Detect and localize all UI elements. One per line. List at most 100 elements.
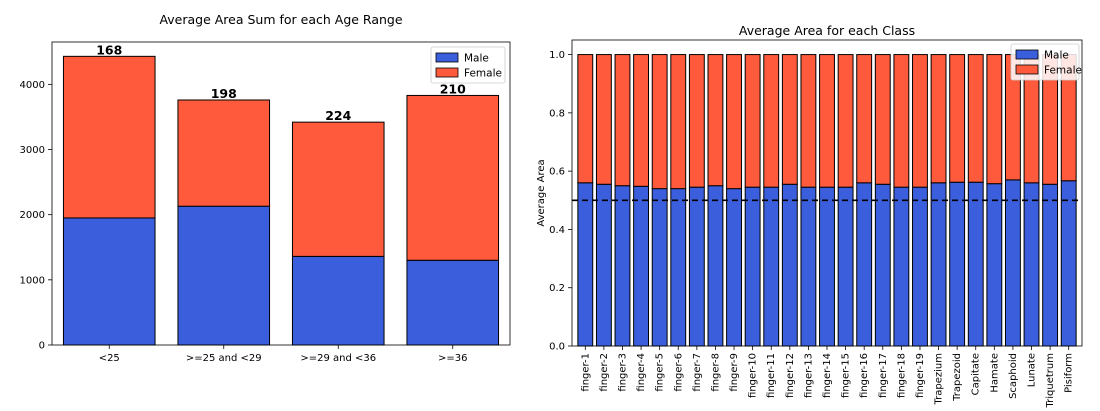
bar-male-3 <box>633 185 650 347</box>
bar-female-2 <box>614 54 631 187</box>
bar-male-13 <box>819 186 835 347</box>
bar-male-4 <box>651 188 668 347</box>
bar-male-15 <box>856 182 873 347</box>
chart-title: Average Area for each Class <box>739 23 915 38</box>
x-tick-label: finger-3 <box>617 353 628 392</box>
class-area-chart: Average Area for each Class Average Area… <box>536 23 1083 408</box>
legend-label: Female <box>464 68 502 80</box>
y-tick-label: 0.2 <box>549 283 565 294</box>
bar-male-6 <box>688 186 705 347</box>
bar-male-26 <box>1060 180 1077 347</box>
bar-female-22 <box>986 54 1003 185</box>
bar-male-25 <box>1042 183 1059 347</box>
x-tick-label: finger-5 <box>655 353 666 392</box>
bar-female-0 <box>62 55 156 219</box>
x-tick-label: finger-14 <box>822 353 833 398</box>
x-tick-label: finger-15 <box>841 353 852 398</box>
legend-swatch-female <box>1015 64 1039 75</box>
x-tick-label: finger-16 <box>859 353 870 398</box>
bar-male-17 <box>893 186 910 347</box>
bar-male-16 <box>874 183 891 347</box>
data-label: 198 <box>211 86 237 101</box>
bar-male-2 <box>291 255 385 346</box>
bar-female-15 <box>856 54 873 184</box>
x-tick-label: Hamate <box>989 353 1000 393</box>
bar-female-21 <box>967 54 984 183</box>
bar-male-8 <box>726 188 742 347</box>
bar-female-8 <box>726 54 742 190</box>
x-tick-label: Triquetrum <box>1045 353 1056 408</box>
legend-label: Male <box>464 53 489 65</box>
bar-male-21 <box>967 181 984 347</box>
y-tick-label: 0.8 <box>549 108 565 119</box>
x-tick-label: finger-13 <box>803 353 814 398</box>
x-tick-label: >=36 <box>438 353 467 364</box>
x-tick-label: finger-12 <box>785 353 796 398</box>
x-tick-label: >=29 and <36 <box>300 353 376 364</box>
x-tick-label: Scaphoid <box>1008 353 1019 399</box>
bar-male-0 <box>577 182 594 347</box>
bar-female-12 <box>800 54 817 188</box>
x-tick-label: finger-2 <box>599 353 610 392</box>
bar-male-20 <box>949 181 966 347</box>
bar-female-17 <box>893 54 910 188</box>
bar-male-9 <box>744 186 761 347</box>
bar-female-6 <box>688 54 705 188</box>
bar-male-18 <box>912 186 928 347</box>
bar-male-3 <box>406 259 500 346</box>
y-tick-label: 4000 <box>20 80 45 91</box>
y-tick-label: 0 <box>39 341 45 352</box>
bar-female-11 <box>781 54 798 185</box>
bar-male-1 <box>595 183 612 347</box>
legend-label: Male <box>1044 50 1069 62</box>
bar-female-13 <box>819 54 835 188</box>
y-tick-label: 3000 <box>20 145 45 156</box>
bar-female-2 <box>291 121 385 257</box>
x-tick-label: finger-19 <box>915 353 926 398</box>
age-range-chart: Average Area Sum for each Age Range 168 1… <box>20 12 511 364</box>
bar-male-23 <box>1004 179 1021 347</box>
x-tick-label: finger-4 <box>636 353 647 392</box>
legend: Male Female <box>430 46 506 84</box>
y-tick-label: 0.0 <box>549 342 565 353</box>
bar-male-7 <box>707 185 724 347</box>
bar-female-0 <box>577 54 594 184</box>
plot-frame <box>51 41 511 346</box>
data-label: 210 <box>440 81 466 96</box>
x-tick-label: >=25 and <29 <box>186 353 262 364</box>
x-tick-label: finger-1 <box>580 353 591 392</box>
bar-male-0 <box>62 217 156 346</box>
bar-female-4 <box>651 54 668 190</box>
bar-female-3 <box>633 54 650 187</box>
x-tick-label: Trapezium <box>934 353 945 405</box>
x-tick-label: <25 <box>99 353 120 364</box>
x-tick-label: finger-7 <box>692 353 703 392</box>
x-tick-label: Lunate <box>1027 353 1038 387</box>
bar-female-14 <box>837 54 854 188</box>
bar-female-3 <box>406 94 500 261</box>
x-tick-label: finger-11 <box>766 353 777 398</box>
x-tick-label: Capitate <box>971 353 982 395</box>
bar-female-5 <box>670 54 687 190</box>
y-tick-label: 1.0 <box>549 50 565 61</box>
data-label: 168 <box>96 42 122 57</box>
x-tick-label: finger-6 <box>673 353 684 392</box>
legend: Male Female <box>1010 43 1082 81</box>
bar-female-16 <box>874 54 891 185</box>
plot-frame <box>571 39 1083 347</box>
bar-female-7 <box>707 54 724 187</box>
chart-title: Average Area Sum for each Age Range <box>159 12 402 27</box>
legend-swatch-male <box>1015 49 1039 60</box>
bar-male-10 <box>763 186 780 347</box>
y-tick-label: 1000 <box>20 275 45 286</box>
x-tick-label: Trapezoid <box>952 353 963 402</box>
legend-swatch-female <box>435 67 459 78</box>
bar-male-11 <box>781 183 798 347</box>
bar-female-9 <box>744 54 761 188</box>
bar-female-18 <box>912 54 928 188</box>
x-tick-label: finger-18 <box>896 353 907 398</box>
bar-female-10 <box>763 54 780 188</box>
y-tick-label: 2000 <box>20 210 45 221</box>
y-tick-label: 0.4 <box>549 225 565 236</box>
